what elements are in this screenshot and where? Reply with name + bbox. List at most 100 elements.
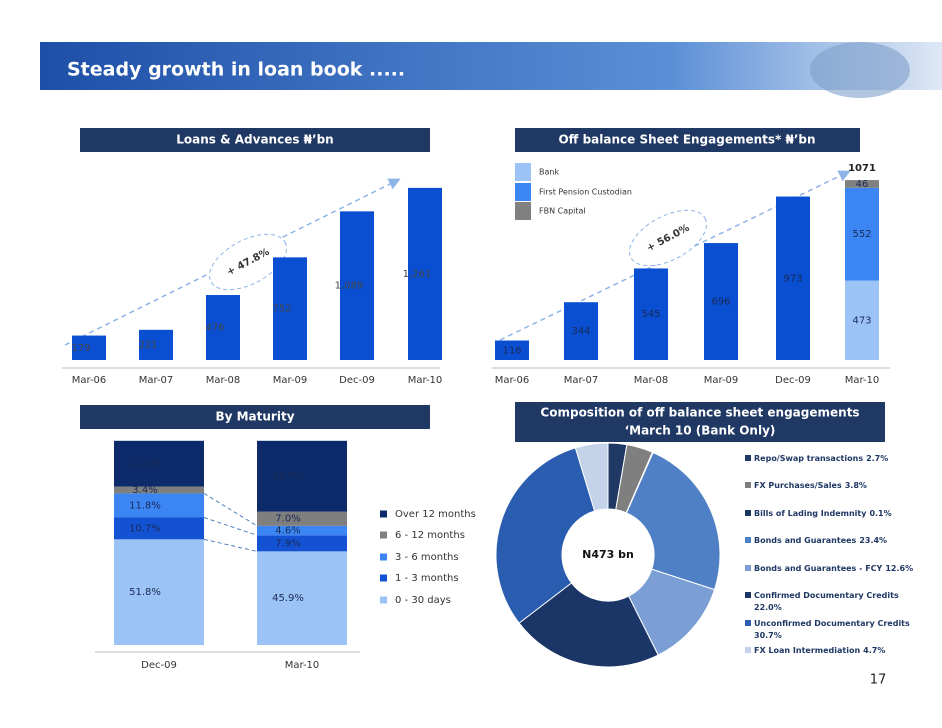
x-tick-label: Mar-06	[72, 375, 107, 386]
legend-value: 3.8%	[845, 481, 867, 490]
annotation-ellipse	[209, 233, 287, 291]
value-label: 473	[852, 315, 871, 326]
bar	[340, 211, 374, 360]
value-label: 22.4%	[129, 459, 161, 470]
legend-swatch	[380, 553, 387, 561]
bar-segment	[257, 535, 347, 552]
legend-value: 22.0%	[754, 603, 782, 612]
value-label: 552	[852, 229, 871, 240]
connector	[203, 517, 258, 536]
legend-label: 3 - 6 months	[395, 552, 459, 563]
legend-value: 2.7%	[866, 454, 888, 463]
legend-swatch	[745, 620, 751, 626]
legend-label: 1 - 3 months	[395, 573, 459, 584]
bar-segment	[257, 511, 347, 526]
x-tick-label: Mar-07	[139, 375, 174, 386]
value-label: 476	[205, 323, 224, 334]
chart-title: Composition of off balance sheet engagem…	[540, 406, 859, 420]
value-label: 545	[641, 309, 660, 320]
bar	[206, 295, 240, 360]
value-label: 34.7%	[272, 471, 304, 482]
bar-segment	[704, 243, 738, 360]
legend-label: Bank	[539, 168, 559, 177]
x-tick-label: Mar-10	[285, 660, 320, 671]
page-number: 17	[870, 673, 887, 688]
bar-segment	[257, 440, 347, 512]
bar	[408, 187, 442, 360]
legend-value: 0.1%	[869, 509, 891, 518]
value-label: 344	[571, 326, 590, 337]
chart-title: Off balance Sheet Engagements* ₦’bn	[558, 133, 815, 147]
total-label: 1071	[848, 163, 876, 174]
annotation-ellipse	[629, 209, 707, 267]
chart-header	[80, 128, 430, 152]
slide-title: Steady growth in loan book .....	[67, 59, 405, 81]
legend-swatch	[745, 537, 751, 543]
value-label: 696	[711, 297, 730, 308]
x-tick-label: Dec-09	[339, 375, 375, 386]
x-tick-label: Dec-09	[775, 375, 811, 386]
value-label: 51.8%	[129, 587, 161, 598]
legend-label: FX Purchases/Sales	[754, 481, 842, 490]
pie-slice	[495, 447, 596, 624]
legend-entry: Repo/Swap transactions 2.7%	[754, 454, 888, 463]
legend-swatch	[745, 482, 751, 488]
bar-segment	[114, 539, 204, 645]
legend-label: Bonds and Guarantees	[754, 536, 857, 545]
legend-swatch	[745, 455, 751, 461]
value-label: 46	[856, 179, 869, 190]
bar-segment	[114, 517, 204, 540]
center-label-box	[568, 545, 648, 565]
legend-entry: Confirmed Documentary Credits 22.0%	[754, 591, 899, 612]
legend-swatch	[515, 183, 531, 201]
value-label: 4.6%	[275, 526, 300, 537]
legend-swatch	[515, 202, 531, 220]
chart-header	[515, 402, 885, 442]
bar-segment	[495, 340, 529, 360]
bar-segment	[776, 196, 810, 360]
legend-value: 12.6%	[885, 564, 913, 573]
chart-subtitle: ‘March 10 (Bank Only)	[625, 424, 776, 438]
chart-header	[515, 128, 860, 152]
legend-entry: FX Loan Intermediation 4.7%	[754, 646, 885, 655]
pie-slice	[625, 451, 721, 591]
elephant-graphic	[810, 42, 910, 98]
legend-value: 23.4%	[859, 536, 887, 545]
bar-segment	[564, 302, 598, 360]
x-tick-label: Mar-10	[408, 375, 443, 386]
legend-swatch	[380, 531, 387, 539]
legend-swatch	[380, 510, 387, 518]
pie-slice	[574, 442, 609, 512]
legend-label: Unconfirmed Documentary Credits	[754, 619, 910, 628]
value-label: 221	[138, 340, 157, 351]
legend-swatch	[745, 647, 751, 653]
legend-label: FX Loan Intermediation	[754, 646, 860, 655]
legend-value: 30.7%	[754, 631, 782, 640]
bar-segment	[257, 551, 347, 645]
legend-label: Over 12 months	[395, 509, 476, 520]
legend-label: Confirmed Documentary Credits	[754, 591, 899, 600]
value-label: 973	[783, 273, 802, 284]
legend-label: FBN Capital	[539, 207, 586, 216]
bar-segment	[845, 280, 879, 360]
x-tick-label: Mar-09	[273, 375, 308, 386]
value-label: 1,261	[403, 269, 432, 280]
legend-label: Repo/Swap transactions	[754, 454, 863, 463]
value-label: 116	[502, 345, 521, 356]
legend-entry: Bills of Lading Indemnity 0.1%	[754, 509, 892, 518]
x-tick-label: Mar-09	[704, 375, 739, 386]
bar	[139, 329, 173, 360]
value-label: 752	[272, 304, 291, 315]
bar-segment	[634, 268, 668, 360]
legend-entry: FX Purchases/Sales 3.8%	[754, 481, 867, 490]
bar-segment	[114, 486, 204, 494]
header-band	[40, 42, 942, 90]
legend-entry: Bonds and Guarantees - FCY 12.6%	[754, 564, 913, 573]
trend-arrow	[64, 178, 401, 346]
value-label: 11.8%	[129, 500, 161, 511]
x-tick-label: Mar-08	[206, 375, 241, 386]
connector	[203, 538, 258, 552]
pie-slice	[518, 582, 659, 668]
bar	[72, 335, 106, 360]
